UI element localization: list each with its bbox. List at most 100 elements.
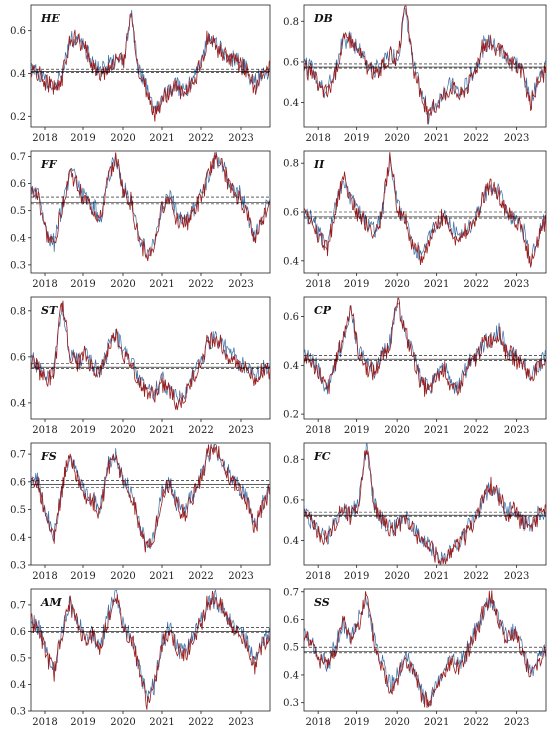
series-red-line <box>30 444 271 553</box>
x-tick-label: 2022 <box>463 717 488 728</box>
panel-title: ST <box>41 304 58 317</box>
x-tick-label: 2018 <box>32 425 57 436</box>
y-tick-label: 0.6 <box>283 495 299 506</box>
x-tick-label: 2021 <box>424 425 449 436</box>
y-tick-label: 0.7 <box>283 587 299 598</box>
y-tick-label: 0.4 <box>10 69 26 80</box>
panel-db: 0.4 0.6 0.8 2018 2019 2020 2021 2022 2023 DB <box>283 4 547 144</box>
x-tick-label: 2018 <box>305 425 330 436</box>
x-tick-label: 2019 <box>70 717 95 728</box>
x-tick-label: 2021 <box>149 279 174 290</box>
panel-cp: 0.2 0.4 0.6 2018 2019 2020 2021 2022 2023 CP <box>283 296 547 436</box>
x-tick-label: 2020 <box>110 279 135 290</box>
panel-title: II <box>313 158 325 171</box>
y-tick-label: 0.3 <box>10 561 26 572</box>
y-tick-label: 0.4 <box>283 98 299 109</box>
x-tick-label: 2023 <box>504 425 529 436</box>
panel-title: HE <box>40 12 60 25</box>
y-tick-label: 0.7 <box>10 600 26 611</box>
panel-ss: 0.3 0.4 0.5 0.6 0.7 2018 2019 2020 2021 2022 2023 S… <box>283 587 547 728</box>
series-red-line <box>30 13 271 122</box>
x-tick-label: 2022 <box>188 133 213 144</box>
x-tick-label: 2023 <box>228 133 253 144</box>
x-tick-label: 2018 <box>305 133 330 144</box>
series-red-line <box>303 590 547 708</box>
x-tick-label: 2018 <box>32 717 57 728</box>
x-tick-label: 2018 <box>32 279 57 290</box>
y-tick-label: 0.3 <box>283 698 299 709</box>
x-tick-label: 2023 <box>504 571 529 582</box>
panel-frame <box>30 4 271 128</box>
x-tick-label: 2020 <box>384 717 409 728</box>
panel-st: 0.4 0.6 0.8 2018 2019 2020 2021 2022 2023 ST <box>10 296 271 436</box>
x-tick-label: 2022 <box>188 571 213 582</box>
series-blue-line <box>303 595 547 707</box>
panel-title: SS <box>314 596 330 609</box>
y-tick-label: 0.4 <box>10 533 26 544</box>
series-blue-line <box>30 589 271 703</box>
x-tick-label: 2023 <box>228 717 253 728</box>
x-tick-label: 2022 <box>463 425 488 436</box>
x-tick-label: 2022 <box>463 571 488 582</box>
x-tick-label: 2021 <box>424 133 449 144</box>
x-tick-label: 2020 <box>110 133 135 144</box>
panel-title: FF <box>40 158 58 171</box>
y-tick-label: 0.6 <box>283 312 299 323</box>
y-tick-label: 0.7 <box>10 450 26 461</box>
y-tick-label: 0.8 <box>283 17 299 28</box>
series-blue-line <box>30 302 271 405</box>
y-tick-label: 0.3 <box>10 260 26 271</box>
x-tick-label: 2021 <box>149 717 174 728</box>
series-red-line <box>30 300 271 411</box>
x-tick-label: 2019 <box>70 571 95 582</box>
series-red-line <box>30 590 271 710</box>
x-tick-label: 2023 <box>228 425 253 436</box>
panel-frame <box>30 442 271 566</box>
y-tick-label: 0.6 <box>10 352 26 363</box>
series-red-line <box>303 5 547 125</box>
y-tick-label: 0.4 <box>10 398 26 409</box>
x-tick-label: 2020 <box>384 133 409 144</box>
y-tick-label: 0.8 <box>283 159 299 170</box>
x-tick-label: 2021 <box>424 717 449 728</box>
x-tick-label: 2021 <box>149 133 174 144</box>
panel-frame <box>30 150 271 274</box>
x-tick-label: 2019 <box>70 425 95 436</box>
x-tick-label: 2023 <box>228 571 253 582</box>
x-tick-label: 2022 <box>463 133 488 144</box>
y-tick-label: 0.6 <box>10 477 26 488</box>
x-tick-label: 2018 <box>305 279 330 290</box>
x-tick-label: 2022 <box>463 279 488 290</box>
x-tick-label: 2019 <box>344 571 369 582</box>
y-tick-label: 0.6 <box>283 615 299 626</box>
y-tick-label: 0.4 <box>283 536 299 547</box>
x-tick-label: 2020 <box>110 717 135 728</box>
y-tick-label: 0.5 <box>10 505 26 516</box>
series-blue-line <box>30 444 271 552</box>
x-tick-label: 2023 <box>504 279 529 290</box>
y-tick-label: 0.2 <box>283 410 299 421</box>
series-blue-line <box>303 443 547 565</box>
series-red-line <box>30 152 271 262</box>
x-tick-label: 2018 <box>32 133 57 144</box>
panel-ii: 0.4 0.6 0.8 2018 2019 2020 2021 2022 2023 II <box>283 150 547 290</box>
panel-ff: 0.3 0.4 0.5 0.6 0.7 2018 2019 2020 2021 2022 2023 F… <box>10 150 271 290</box>
y-tick-label: 0.4 <box>283 256 299 267</box>
y-tick-label: 0.8 <box>283 455 299 466</box>
x-tick-label: 2022 <box>188 425 213 436</box>
x-tick-label: 2020 <box>110 571 135 582</box>
series-blue-line <box>30 151 271 259</box>
panel-title: DB <box>313 12 333 25</box>
series-red-line <box>303 152 547 268</box>
y-tick-label: 0.4 <box>283 670 299 681</box>
x-tick-label: 2022 <box>188 279 213 290</box>
x-tick-label: 2021 <box>424 279 449 290</box>
panel-fs: 0.3 0.4 0.5 0.6 0.7 2018 2019 2020 2021 2022 2023 F… <box>10 442 271 582</box>
panel-title: CP <box>314 304 332 317</box>
y-tick-label: 0.5 <box>283 643 299 654</box>
x-tick-label: 2021 <box>149 425 174 436</box>
x-tick-label: 2020 <box>384 425 409 436</box>
x-tick-label: 2019 <box>70 133 95 144</box>
